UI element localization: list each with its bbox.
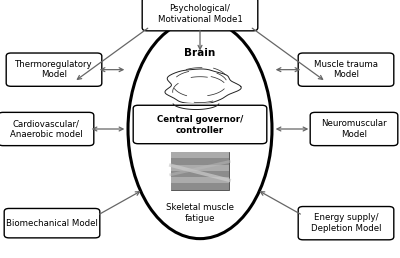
FancyBboxPatch shape bbox=[142, 0, 258, 31]
Text: Muscle trauma
Model: Muscle trauma Model bbox=[314, 60, 378, 79]
FancyBboxPatch shape bbox=[171, 152, 229, 190]
Bar bbox=[171, 152, 229, 158]
Bar bbox=[171, 165, 229, 171]
Text: Brain: Brain bbox=[184, 48, 216, 58]
Text: Thermoregulatory
Model: Thermoregulatory Model bbox=[15, 60, 93, 79]
Text: Central governor/
controller: Central governor/ controller bbox=[157, 115, 243, 135]
FancyBboxPatch shape bbox=[6, 53, 102, 86]
Text: Biomechanical Model: Biomechanical Model bbox=[6, 219, 98, 228]
Bar bbox=[171, 171, 229, 177]
FancyBboxPatch shape bbox=[133, 105, 267, 144]
FancyBboxPatch shape bbox=[298, 53, 394, 86]
FancyBboxPatch shape bbox=[0, 112, 94, 146]
Text: Neuromuscular
Model: Neuromuscular Model bbox=[321, 119, 387, 139]
FancyBboxPatch shape bbox=[310, 112, 398, 146]
Text: Cardiovascular/
Anaerobic model: Cardiovascular/ Anaerobic model bbox=[10, 119, 82, 139]
Bar bbox=[171, 183, 229, 190]
FancyBboxPatch shape bbox=[4, 208, 100, 238]
Bar bbox=[171, 158, 229, 165]
Text: Energy supply/
Depletion Model: Energy supply/ Depletion Model bbox=[311, 213, 381, 233]
Polygon shape bbox=[165, 69, 241, 104]
FancyBboxPatch shape bbox=[298, 206, 394, 240]
Bar bbox=[171, 177, 229, 183]
Text: Skeletal muscle
fatigue: Skeletal muscle fatigue bbox=[166, 203, 234, 223]
Polygon shape bbox=[173, 104, 219, 109]
Text: Psychological/
Motivational Mode1: Psychological/ Motivational Mode1 bbox=[158, 4, 242, 24]
